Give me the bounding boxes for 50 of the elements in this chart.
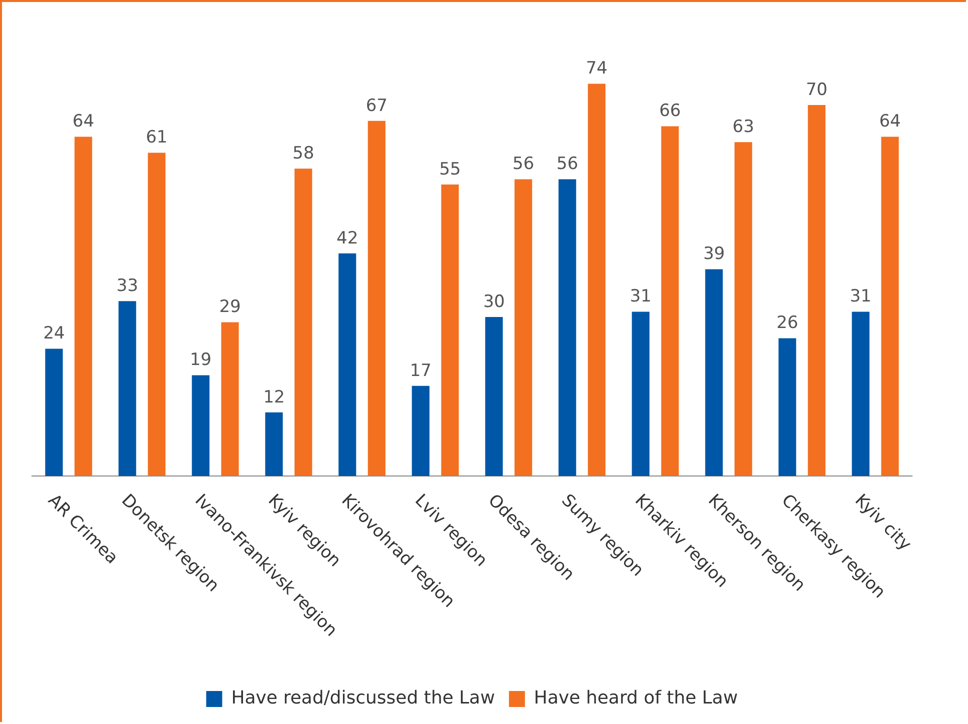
bar xyxy=(705,269,723,476)
bar xyxy=(45,348,63,476)
bar xyxy=(265,412,283,476)
data-label: 56 xyxy=(556,154,578,174)
bar xyxy=(485,317,503,476)
legend-label: Have heard of the Law xyxy=(534,688,738,709)
bar xyxy=(558,179,576,476)
data-label: 70 xyxy=(806,80,828,100)
data-label: 55 xyxy=(439,159,461,180)
bar xyxy=(221,322,239,476)
data-label: 30 xyxy=(483,292,505,312)
data-label: 74 xyxy=(586,58,608,79)
bar xyxy=(514,179,532,476)
data-label: 33 xyxy=(116,276,138,296)
data-label: 64 xyxy=(72,112,94,132)
data-label: 39 xyxy=(703,244,725,264)
data-label: 12 xyxy=(263,387,285,408)
data-label: 64 xyxy=(879,112,901,132)
data-label: 63 xyxy=(732,117,754,138)
bar xyxy=(808,105,826,476)
bar xyxy=(412,386,430,476)
legend-label: Have read/discussed the Law xyxy=(231,688,495,709)
bar xyxy=(148,152,166,476)
bar xyxy=(852,312,870,476)
data-label: 61 xyxy=(146,128,168,148)
data-label: 29 xyxy=(219,297,241,318)
data-label: 56 xyxy=(512,154,534,174)
bar xyxy=(661,126,679,476)
bar xyxy=(368,120,386,476)
bar xyxy=(294,168,312,476)
bar xyxy=(441,184,459,476)
data-label: 31 xyxy=(850,286,872,307)
bar xyxy=(192,375,210,476)
data-label: 42 xyxy=(336,228,358,248)
data-label: 26 xyxy=(776,313,798,334)
data-label: 19 xyxy=(190,350,212,370)
data-label: 58 xyxy=(292,144,314,164)
bar xyxy=(734,142,752,476)
bar xyxy=(778,338,796,476)
bar xyxy=(881,136,899,476)
data-label: 66 xyxy=(659,101,681,122)
data-label: 24 xyxy=(43,324,65,344)
bar xyxy=(588,84,606,476)
bar xyxy=(74,136,92,476)
data-label: 31 xyxy=(630,286,652,307)
data-label: 17 xyxy=(410,360,432,381)
data-label: 67 xyxy=(366,96,388,116)
bar xyxy=(118,301,136,476)
bar xyxy=(632,312,650,476)
bar xyxy=(338,253,356,476)
